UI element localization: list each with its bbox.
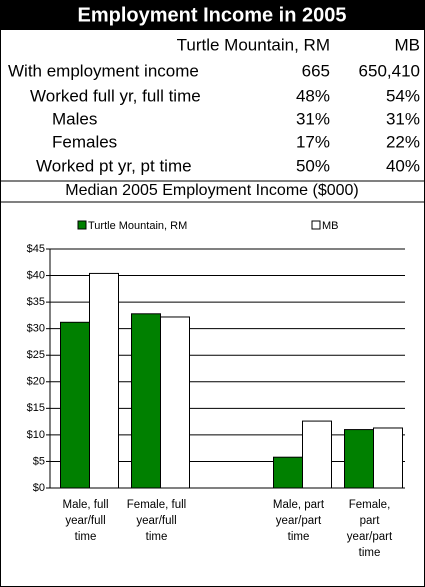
y-tick-label: $10 [27,429,45,441]
x-tick-label-box: Male, part year/part time [272,499,325,543]
y-tick-label: $20 [27,376,45,388]
cell: 50% [296,156,330,175]
legend-swatch [77,220,87,230]
y-tick-label: $45 [27,243,45,255]
bar [131,313,161,489]
x-tick-label: Male, full year/full time [62,499,109,543]
cell: 31% [386,109,420,128]
x-tick-label-box: Female, part year/part time [346,499,393,559]
cell: 665 [302,61,330,80]
y-tick-label: $25 [27,349,45,361]
x-tick-label: Female, part year/part time [346,499,393,559]
bar [373,427,403,489]
column-header: Turtle Mountain, RM [177,35,330,54]
column-header: MB [395,35,421,54]
cell: 54% [386,86,420,105]
bar [60,321,90,489]
legend-label: Turtle Mountain, RM [88,220,187,232]
y-tick-label: $40 [27,269,45,281]
title-bar [0,0,425,30]
cell: 22% [386,132,420,151]
y-tick-label: $5 [33,455,45,467]
y-tick-label: $30 [27,323,45,335]
row-label: Males [52,109,97,128]
row-label: Females [52,132,117,151]
x-tick-label: Female, full year/full time [126,499,187,543]
legend-swatch [311,220,321,230]
cell: 40% [386,156,420,175]
y-tick-label: $0 [33,482,45,494]
cell: 31% [296,109,330,128]
cell: 650,410 [359,61,420,80]
x-tick-label-box: Female, full year/full time [126,499,187,543]
y-tick-label: $15 [27,402,45,414]
row-label: Worked pt yr, pt time [36,156,192,175]
legend-label: MB [322,220,339,232]
bar [160,316,190,489]
x-tick-label: Male, part year/part time [272,499,325,543]
chart-title: Median 2005 Employment Income ($000) [65,182,359,199]
x-tick-label-box: Male, full year/full time [62,499,109,543]
y-tick-label: $35 [27,296,45,308]
bar [89,272,119,489]
row-label: With employment income [8,61,199,80]
cell: 48% [296,86,330,105]
bar [273,456,303,489]
bar [302,420,332,489]
title: Employment Income in 2005 [78,4,347,26]
row-label: Worked full yr, full time [30,86,201,105]
cell: 17% [296,132,330,151]
bar [344,429,374,489]
